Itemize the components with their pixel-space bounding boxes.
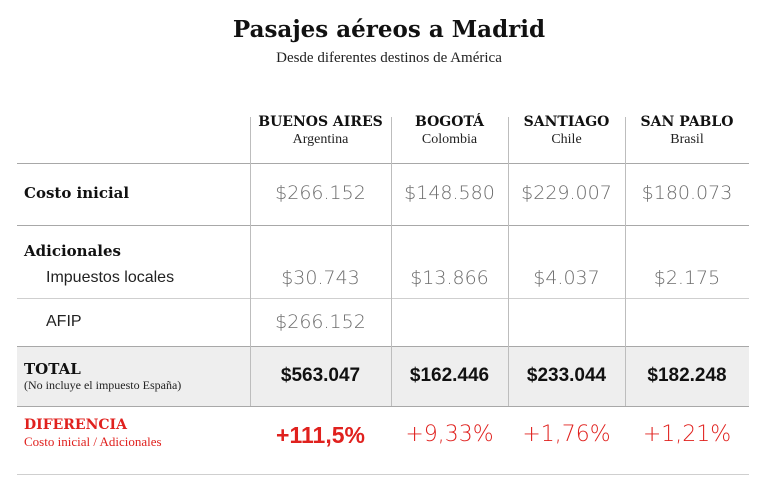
column-divider xyxy=(508,117,509,406)
cell-total-bogota: $162.446 xyxy=(409,365,490,386)
column-divider xyxy=(250,117,251,406)
cell-costo-buenos-aires: $266.152 xyxy=(275,182,366,204)
row-label-afip: AFIP xyxy=(46,313,82,330)
total-note: (No incluye el impuesto España) xyxy=(24,378,182,392)
column-divider xyxy=(391,117,392,406)
divider-costo xyxy=(17,225,749,226)
cell-diferencia-buenos-aires: +111,5% xyxy=(276,422,365,448)
cell-diferencia-bogota: +9,33% xyxy=(405,422,494,447)
row-label-impuestos-locales: Impuestos locales xyxy=(46,269,175,286)
column-city: SANTIAGO xyxy=(523,114,610,130)
cell-impuestos-san-pablo: $2.175 xyxy=(653,267,721,289)
column-country: Colombia xyxy=(421,132,478,147)
cell-diferencia-san-pablo: +1,21% xyxy=(642,422,732,447)
column-country: Argentina xyxy=(292,132,349,147)
column-city: BUENOS AIRES xyxy=(258,114,383,130)
column-city: BOGOTÁ xyxy=(415,114,484,130)
page-subtitle: Desde diferentes destinos de América xyxy=(276,50,502,66)
page-title: Pasajes aéreos a Madrid xyxy=(232,16,546,43)
row-label-diferencia: DIFERENCIA xyxy=(24,417,127,433)
cell-impuestos-buenos-aires: $30.743 xyxy=(281,267,360,289)
cell-costo-bogota: $148.580 xyxy=(404,182,495,204)
row-label-costo-inicial: Costo inicial xyxy=(24,184,130,202)
column-country: Chile xyxy=(551,132,582,147)
divider-total-bottom xyxy=(17,406,749,407)
column-header-buenos-aires: BUENOS AIRES Argentina xyxy=(250,114,391,148)
column-divider xyxy=(625,117,626,406)
diferencia-note: Costo inicial / Adicionales xyxy=(24,434,162,449)
column-city: SAN PABLO xyxy=(640,114,734,130)
divider-impuestos xyxy=(17,298,749,299)
cell-total-buenos-aires: $563.047 xyxy=(280,365,361,386)
column-country: Brasil xyxy=(670,132,704,147)
column-header-bogota: BOGOTÁ Colombia xyxy=(391,114,508,148)
cell-diferencia-santiago: +1,76% xyxy=(522,422,611,447)
row-label-total: TOTAL xyxy=(24,360,81,378)
cell-total-santiago: $233.044 xyxy=(526,365,607,386)
cell-impuestos-bogota: $13.866 xyxy=(410,267,489,289)
divider-total-top xyxy=(17,346,749,347)
cell-total-san-pablo: $182.248 xyxy=(647,365,727,386)
cell-afip-buenos-aires: $266.152 xyxy=(275,311,366,333)
total-row-background xyxy=(17,347,749,406)
column-header-san-pablo: SAN PABLO Brasil xyxy=(625,114,749,148)
row-label-adicionales: Adicionales xyxy=(24,242,121,260)
divider-bottom xyxy=(17,474,749,475)
cell-costo-san-pablo: $180.073 xyxy=(641,182,733,204)
cell-impuestos-santiago: $4.037 xyxy=(533,267,600,289)
divider-header xyxy=(17,163,749,164)
column-header-santiago: SANTIAGO Chile xyxy=(508,114,625,148)
cell-costo-santiago: $229.007 xyxy=(521,182,612,204)
